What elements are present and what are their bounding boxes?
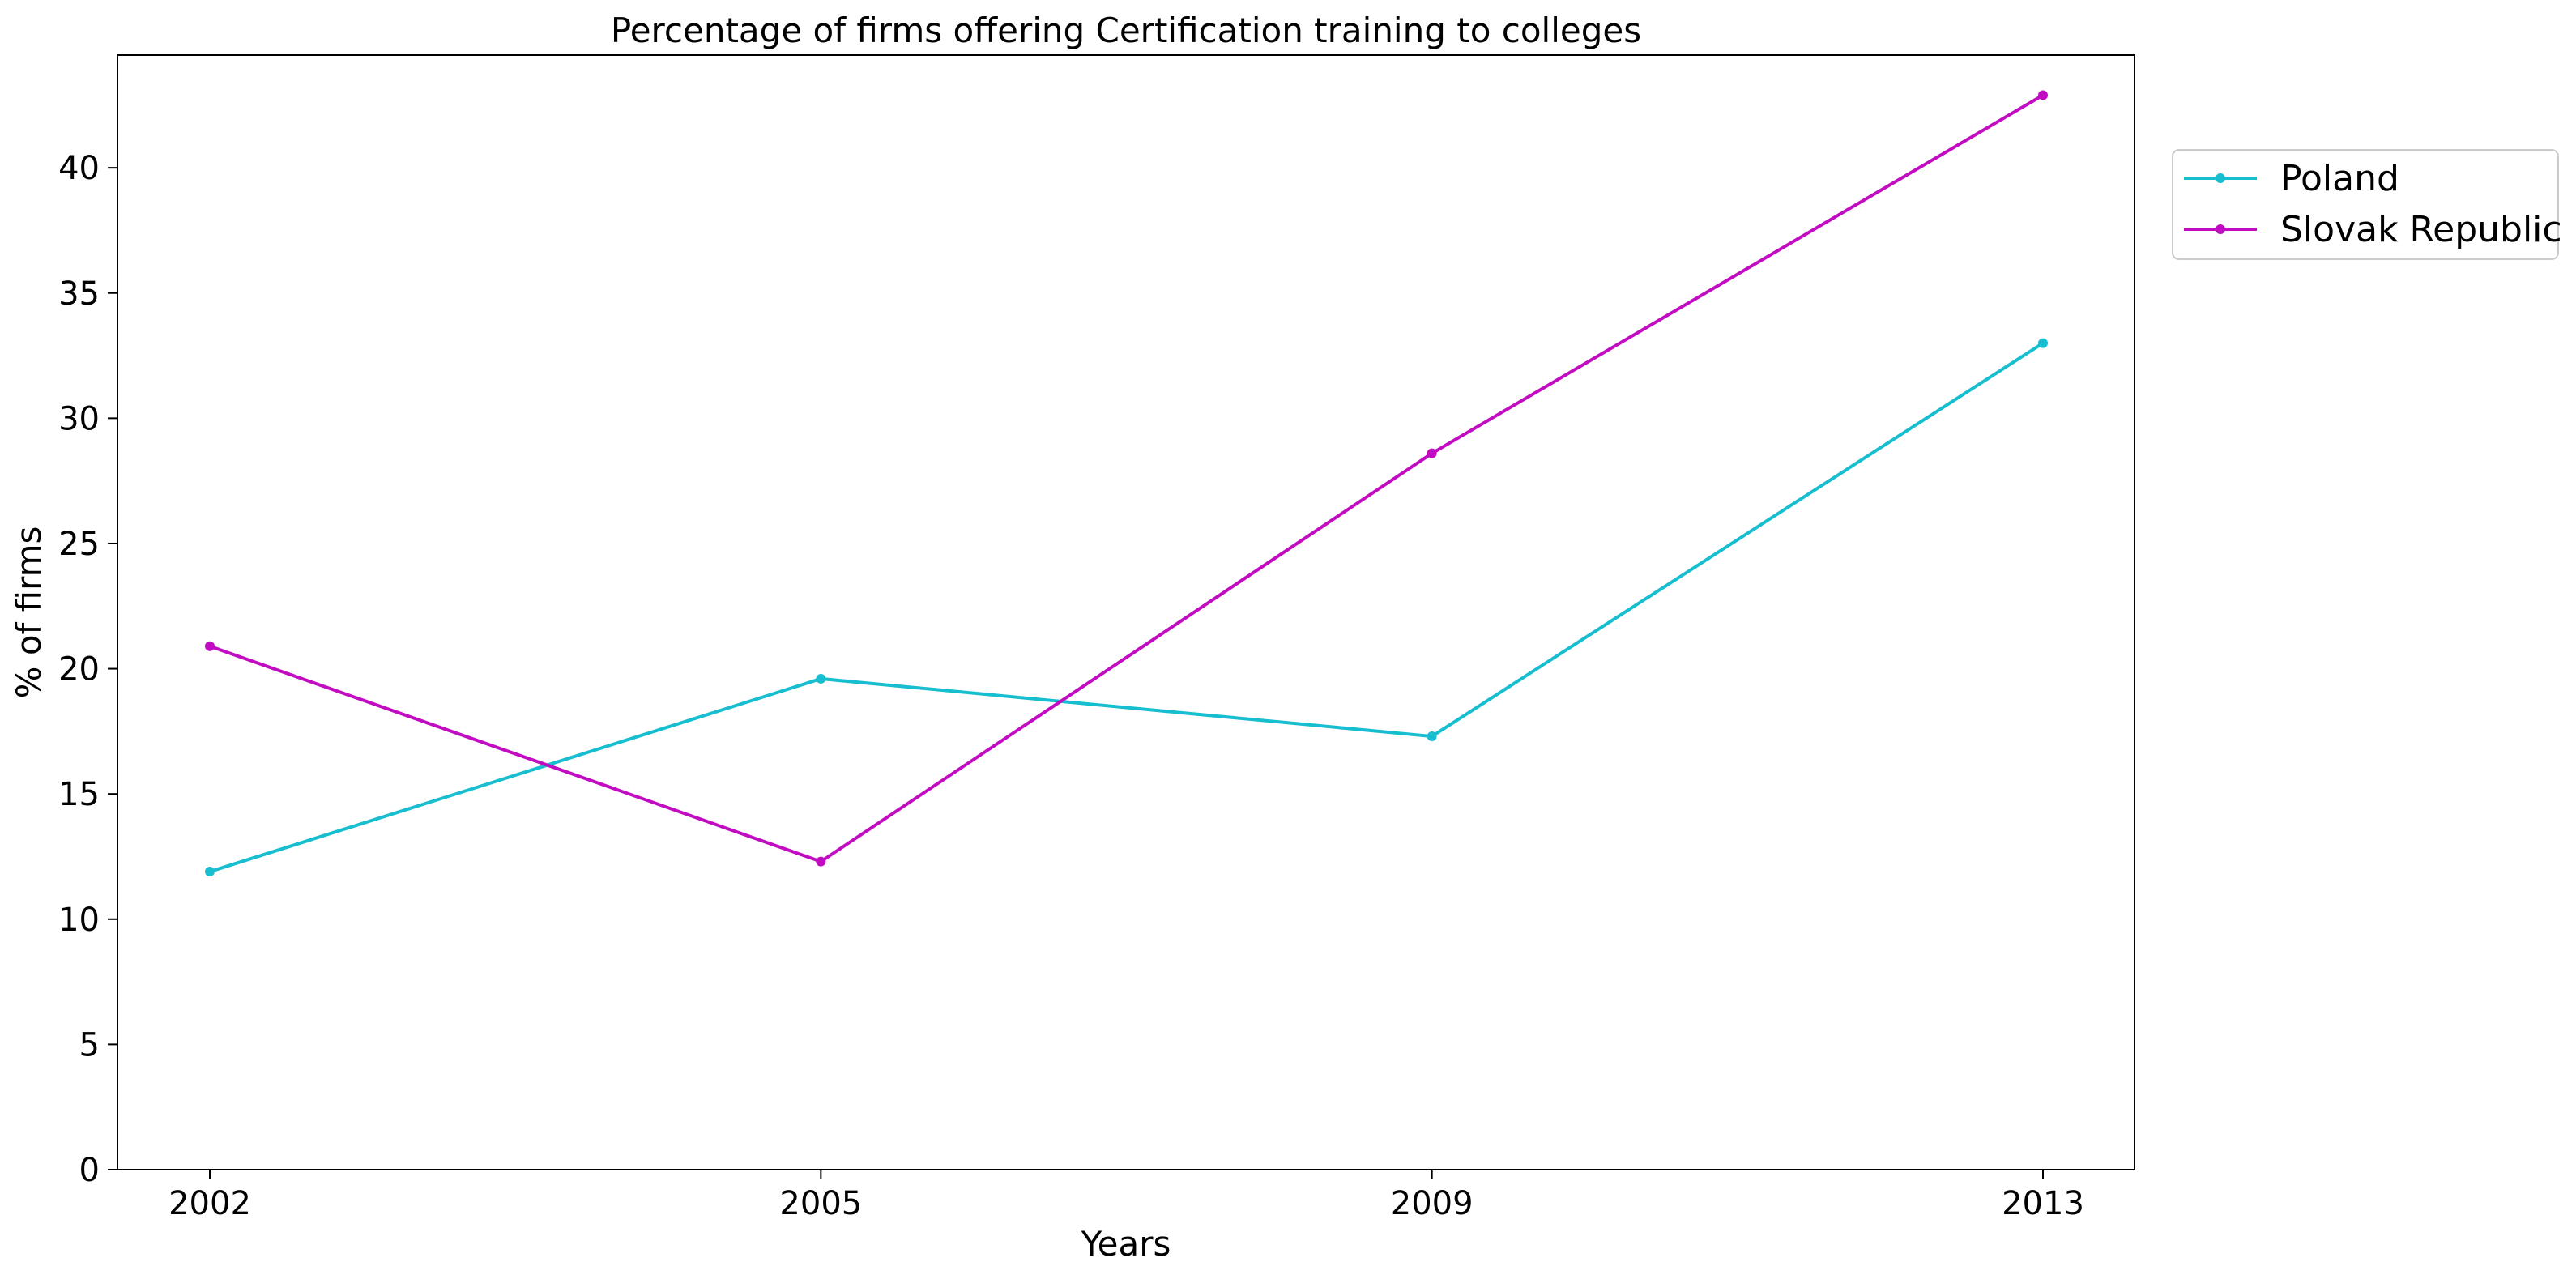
legend-label-slovak-republic: Slovak Republic — [2280, 209, 2562, 250]
data-point-poland — [816, 673, 826, 684]
y-tick-label: 0 — [79, 1152, 100, 1189]
y-tick-label: 40 — [58, 150, 100, 187]
y-tick-label: 25 — [58, 526, 100, 563]
series-lines — [205, 90, 2048, 877]
data-point-slovak-republic — [205, 641, 215, 651]
y-tick-label: 30 — [58, 400, 100, 437]
y-tick-label: 35 — [58, 275, 100, 313]
legend-marker-slovak-republic — [2216, 224, 2225, 234]
x-tick-label: 2002 — [168, 1185, 251, 1222]
series-line-poland — [208, 341, 2045, 874]
x-tick-label: 2013 — [2002, 1185, 2084, 1222]
data-point-poland — [2038, 338, 2048, 348]
data-point-poland — [1427, 731, 1437, 742]
series-line-slovak-republic — [208, 93, 2045, 863]
x-tick-label: 2009 — [1391, 1185, 1474, 1222]
data-point-slovak-republic — [1427, 448, 1437, 458]
legend-label-poland: Poland — [2280, 158, 2399, 199]
y-tick-label: 15 — [58, 776, 100, 813]
x-tick-label: 2005 — [779, 1185, 862, 1222]
data-point-poland — [205, 867, 215, 877]
y-axis-label: % of firms — [9, 527, 49, 699]
legend: Poland Slovak Republic — [2172, 149, 2562, 260]
legend-marker-poland — [2216, 173, 2225, 183]
chart-title: Percentage of firms offering Certificati… — [611, 11, 1641, 50]
y-tick-label: 20 — [58, 651, 100, 689]
x-axis-label: Years — [1081, 1224, 1171, 1264]
y-axis: 0 5 10 15 20 25 30 35 40 — [58, 150, 117, 1189]
x-axis: 2002 2005 2009 2013 — [168, 1170, 2084, 1222]
plot-area-frame — [117, 54, 2135, 1170]
legend-box — [2172, 149, 2559, 260]
data-point-slovak-republic — [2038, 90, 2048, 100]
data-point-slovak-republic — [816, 856, 826, 867]
y-tick-label: 5 — [79, 1026, 100, 1064]
y-tick-label: 10 — [58, 902, 100, 939]
